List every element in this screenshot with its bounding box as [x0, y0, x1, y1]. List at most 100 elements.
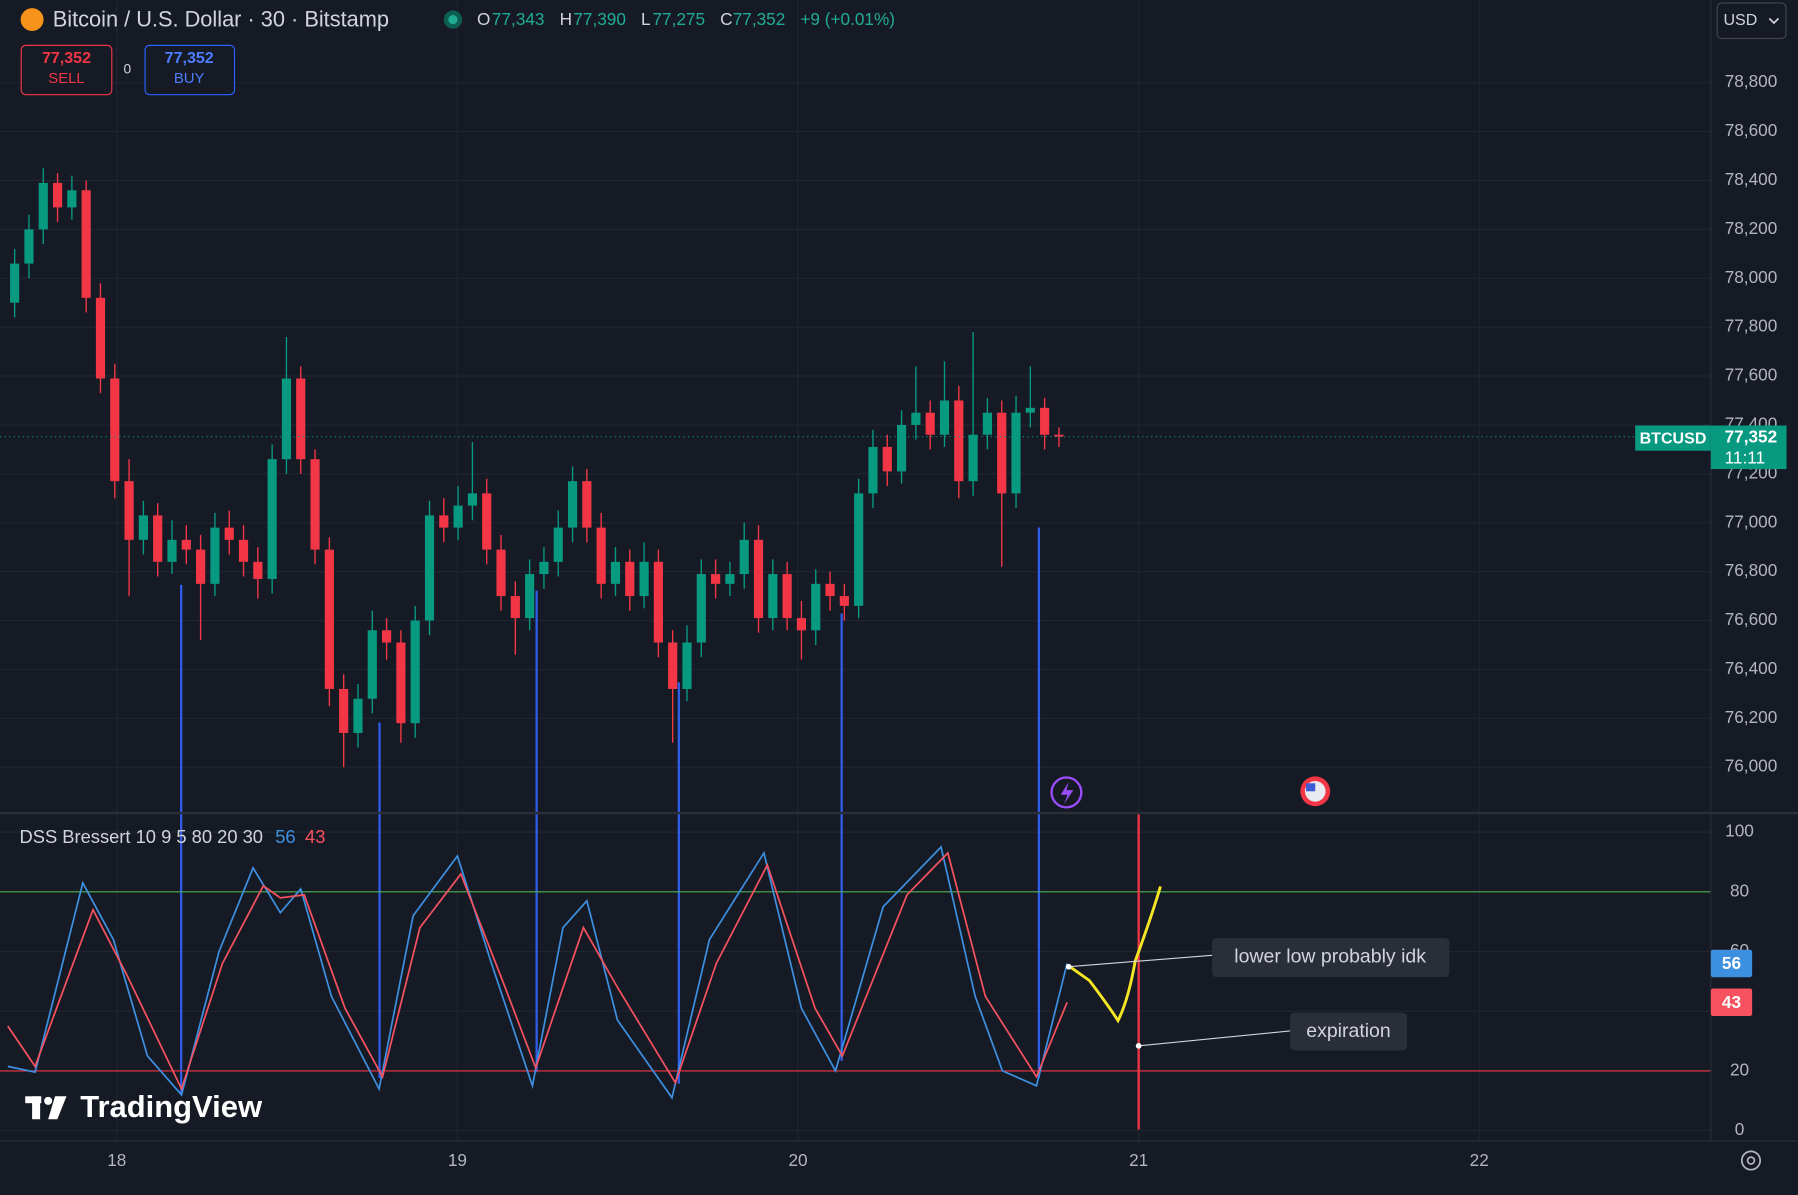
symbol-title[interactable]: Bitcoin / U.S. Dollar · 30 · Bitstamp [53, 6, 389, 31]
indicator-line [7, 851, 1068, 1092]
candle-body [439, 515, 449, 528]
candle-body [153, 515, 163, 562]
candle-body [997, 412, 1007, 494]
value-badge [1710, 988, 1753, 1017]
candle-body [496, 549, 506, 597]
candle-body [868, 446, 878, 494]
candle-body [925, 412, 935, 435]
callout-box[interactable] [1212, 938, 1450, 978]
candle-body [525, 574, 535, 619]
callout-box[interactable] [1290, 1012, 1407, 1051]
candle-body [339, 688, 349, 733]
candle-body [38, 182, 48, 230]
ohlc-value: 77,352 [733, 9, 786, 29]
candle-body [167, 539, 177, 562]
y-tick-label: 77,600 [1725, 365, 1778, 385]
candle-body [453, 505, 463, 528]
price-tag-countdown: 11:11 [1725, 447, 1765, 467]
y-tick-label: 77,000 [1725, 511, 1778, 531]
candle-body [138, 515, 148, 540]
candle-body [281, 378, 292, 460]
candle-body [1040, 407, 1050, 435]
settings-button[interactable] [1740, 1150, 1762, 1171]
symbol-icon [20, 8, 44, 32]
candle-body [124, 481, 134, 540]
candle-body [596, 527, 606, 584]
buy-button[interactable] [144, 44, 236, 96]
candle-body [210, 527, 220, 584]
drawings [180, 527, 1041, 1096]
event-icon[interactable] [1050, 776, 1083, 809]
y-tick-label: 78,400 [1725, 169, 1778, 189]
candle-body [324, 549, 334, 689]
candle-body [882, 446, 892, 472]
indicator-value: 43 [305, 826, 325, 847]
candle-body [410, 620, 420, 724]
y-tick-label: 20 [1730, 1059, 1749, 1079]
price-change: +9 (+0.01%) [800, 9, 895, 29]
ohlc-label: H [560, 9, 572, 29]
candle-body [682, 642, 692, 689]
candle-body [968, 434, 978, 482]
candle-body [52, 182, 63, 208]
indicator-value: 56 [275, 826, 295, 847]
ohlc-label: O [477, 9, 490, 29]
x-tick-label: 22 [1470, 1150, 1489, 1170]
callout-line [1068, 954, 1213, 968]
candle-body [854, 493, 864, 606]
candle-body [253, 561, 263, 579]
candle-body [424, 515, 435, 621]
x-tick-label: 18 [107, 1150, 126, 1170]
currency-label: USD [1723, 11, 1757, 29]
candle-body [67, 190, 77, 208]
ohlc-label: C [720, 9, 732, 29]
value-badge [1710, 949, 1753, 978]
candle-body [81, 190, 91, 298]
candle-body [1054, 434, 1064, 437]
candle-body [296, 378, 306, 460]
ohlc-value: 77,275 [652, 9, 705, 29]
ohlc-label: L [641, 9, 651, 29]
y-tick-label: 78,200 [1725, 218, 1778, 238]
event-icon-glyph [1060, 782, 1074, 804]
y-tick-label: 78,800 [1725, 71, 1778, 91]
x-tick-label: 19 [448, 1150, 467, 1170]
buy-price: 77,352 [165, 49, 214, 67]
candle-body [939, 400, 950, 435]
currency-select[interactable] [1716, 2, 1787, 40]
candle-body [24, 229, 34, 264]
candle-body [725, 574, 735, 584]
candle-body [610, 561, 621, 584]
y-tick-label: 76,000 [1725, 756, 1778, 776]
sell-price: 77,352 [42, 49, 91, 67]
y-tick-label: 80 [1730, 880, 1749, 900]
candle-body [539, 561, 549, 575]
candle-body [625, 561, 635, 597]
ohlc-value: 77,343 [492, 9, 545, 29]
y-tick-label: 76,400 [1725, 658, 1778, 678]
candle-body [267, 459, 277, 579]
y-tick-label: 77,800 [1725, 316, 1778, 336]
candle-body [467, 493, 478, 506]
sell-button[interactable] [20, 44, 113, 96]
value-badge-text: 56 [1722, 953, 1741, 973]
candle-body [711, 574, 721, 584]
candle-body [839, 596, 849, 606]
callout-point [1065, 963, 1072, 970]
indicator-title[interactable]: DSS Bressert 10 9 5 80 20 30 [19, 826, 263, 847]
x-tick-label: 21 [1129, 1150, 1148, 1170]
candle-body [668, 642, 678, 689]
x-tick-label: 20 [788, 1150, 807, 1170]
candle-body [567, 481, 578, 528]
candle-body [95, 297, 106, 379]
candle-body [10, 263, 20, 303]
y-tick-label: 76,200 [1725, 707, 1778, 727]
y-tick-label: 76,800 [1725, 560, 1778, 580]
candle-body [768, 574, 778, 619]
candle-body [982, 412, 992, 435]
flag-canton [1306, 783, 1316, 792]
candle-body [753, 539, 764, 619]
symbol-tag [1635, 425, 1711, 451]
candle-body [796, 618, 807, 631]
